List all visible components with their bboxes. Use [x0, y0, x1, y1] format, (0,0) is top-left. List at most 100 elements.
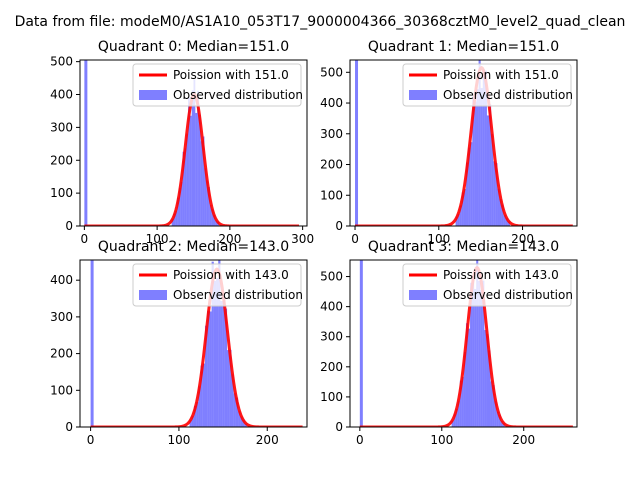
y-tick-label: 500 [320, 65, 343, 79]
x-tick-label: 200 [256, 433, 279, 447]
hist-bar [476, 260, 479, 427]
subplot-quadrant-3: 0 100 200 0 100 200 300 400 500 Quadrant 3: Media… [320, 239, 578, 447]
hist-bar [189, 115, 192, 226]
plot-area-2 [90, 260, 303, 427]
hist-bar [472, 96, 475, 226]
x-tick-label: 100 [146, 232, 169, 246]
hist-bar [494, 400, 497, 427]
subplot-title: Quadrant 0: Median=151.0 [98, 39, 289, 55]
figure-suptitle: Data from file: modeM0/AS1A10_053T17_900… [15, 14, 626, 30]
legend-label-poisson: Poission with 143.0 [443, 268, 559, 282]
hist-bar [455, 408, 458, 427]
hist-bar [463, 351, 466, 427]
y-tick-label: 0 [65, 420, 73, 434]
hist-bar [476, 89, 479, 226]
hist-bar [490, 381, 493, 427]
hist-bar [482, 280, 485, 427]
hist-bar [499, 198, 502, 226]
legend-box [402, 63, 572, 107]
poisson-curve [355, 65, 573, 226]
y-tick-label: 400 [50, 273, 73, 287]
plot-area-1 [355, 60, 573, 226]
hist-bar [505, 218, 508, 226]
y-tick-label: 400 [320, 300, 343, 314]
hist-bar [459, 205, 462, 226]
subplot-quadrant-0: 0 100 200 300 0 100 200 300 400 500 Quadrant 0: Me… [50, 39, 314, 246]
hist-bar [184, 148, 187, 226]
legend-label-observed: Observed distribution [173, 88, 303, 102]
x-tick-label: 0 [356, 433, 364, 447]
legend-hist-swatch [139, 90, 167, 100]
hist-bar [238, 411, 241, 427]
hist-bar [497, 188, 500, 226]
legend-hist-swatch [409, 90, 437, 100]
hist-bar [486, 115, 490, 226]
legend: Poission with 143.0 Observed distribution [132, 263, 303, 307]
axes-frame [349, 259, 578, 428]
hist-bar [459, 380, 462, 427]
hist-bar [218, 260, 221, 427]
y-tick-label: 200 [50, 347, 73, 361]
x-tick-label: 0 [351, 232, 359, 246]
hist-bar [453, 413, 456, 427]
hist-bar [496, 411, 499, 427]
hist-bar [206, 180, 209, 226]
hist-bar [188, 97, 190, 226]
y-tick-label: 200 [320, 158, 343, 172]
hist-bar [200, 365, 203, 427]
y-tick-label: 400 [50, 88, 73, 102]
hist-bar [474, 101, 477, 226]
hist-bar [480, 290, 483, 427]
legend-label-observed: Observed distribution [443, 88, 573, 102]
hist-bar [177, 197, 179, 226]
hist-bar [216, 278, 219, 427]
hist-bar [480, 88, 483, 226]
subplot-title: Quadrant 2: Median=143.0 [98, 239, 289, 255]
hist-bar [227, 350, 230, 427]
x-tick-label: 300 [291, 232, 314, 246]
hist-bar [482, 69, 485, 226]
subplot-title: Quadrant 1: Median=151.0 [368, 39, 559, 55]
y-tick-label: 0 [335, 219, 343, 233]
hist-bar [171, 218, 174, 226]
hist-bar [180, 181, 183, 226]
hist-bar [484, 330, 487, 427]
hist-bar [215, 220, 218, 226]
hist-bar [211, 261, 214, 427]
hist-bar [457, 400, 460, 427]
hist-bar [468, 147, 471, 226]
hist-bar [182, 151, 185, 226]
hist-bar [196, 402, 199, 427]
hist-bar [209, 311, 212, 427]
hist-bar [493, 161, 496, 226]
hist-bar [197, 90, 199, 226]
legend-box [402, 263, 572, 307]
hist-bar [503, 215, 506, 226]
x-tick-label: 0 [87, 433, 95, 447]
legend-label-poisson: Poission with 143.0 [173, 268, 289, 282]
hist-bar [498, 414, 501, 427]
y-tick-label: 200 [50, 153, 73, 167]
hist-spike-bar [90, 260, 94, 427]
hist-bar [202, 363, 205, 427]
axes-frame [349, 59, 578, 227]
legend: Poission with 151.0 Observed distribution [402, 63, 573, 107]
hist-bar [193, 405, 197, 427]
x-tick-label: 200 [218, 232, 241, 246]
y-tick-label: 500 [320, 270, 343, 284]
hist-bar [186, 133, 189, 226]
y-tick-label: 200 [320, 360, 343, 374]
hist-bar [455, 216, 458, 226]
axes-frame [79, 259, 308, 428]
hist-bar [491, 133, 494, 226]
legend: Poission with 151.0 Observed distribution [132, 63, 303, 107]
hist-bar [233, 393, 236, 427]
legend-label-poisson: Poission with 151.0 [443, 68, 559, 82]
subplot-grid: 0 100 200 300 0 100 200 300 400 500 Quadrant 0: Me… [50, 39, 578, 447]
legend-box [132, 263, 302, 307]
hist-bar [195, 112, 198, 226]
plot-area-3 [359, 260, 573, 427]
hist-bar [200, 141, 203, 226]
hist-bar [242, 419, 245, 427]
hist-bar [488, 350, 491, 427]
